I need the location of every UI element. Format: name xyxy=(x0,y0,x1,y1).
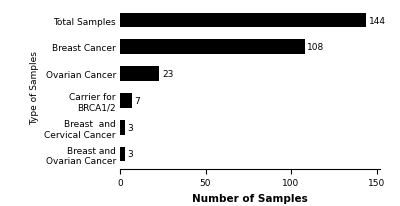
Bar xyxy=(120,120,125,135)
Bar xyxy=(120,40,305,55)
Text: 108: 108 xyxy=(307,43,324,52)
Text: 3: 3 xyxy=(128,123,134,132)
Bar xyxy=(120,67,159,82)
Bar xyxy=(120,14,366,28)
Text: 144: 144 xyxy=(369,16,386,25)
Text: 3: 3 xyxy=(128,150,134,159)
Text: 7: 7 xyxy=(134,96,140,105)
Bar xyxy=(120,94,132,108)
Bar xyxy=(120,147,125,162)
Text: 23: 23 xyxy=(162,70,173,79)
Y-axis label: Type of Samples: Type of Samples xyxy=(30,51,39,124)
X-axis label: Number of Samples: Number of Samples xyxy=(192,193,308,203)
